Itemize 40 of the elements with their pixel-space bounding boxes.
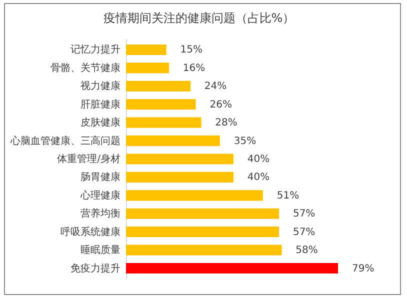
bar [126,80,190,92]
data-label: 16% [182,62,206,74]
data-label: 57% [292,208,316,220]
y-tick-label: 心理健康 [80,189,120,202]
y-tick-label: 视力健康 [80,80,120,92]
data-label: 28% [215,118,238,129]
data-label: 24% [204,81,227,92]
y-tick-label: 骨骼、关节健康 [50,62,120,74]
y-tick-label: 营养均衡 [80,208,120,220]
data-label: 51% [276,190,300,202]
bar [126,136,220,146]
bar [126,262,338,274]
y-tick-label: 皮肤健康 [80,116,120,129]
bar [126,226,279,238]
data-label: 26% [210,99,232,110]
bar [126,208,279,219]
bar [126,172,234,182]
bar [126,117,202,128]
bar [126,154,234,164]
y-tick-label: 肠胃健康 [80,171,120,184]
bar [126,190,263,201]
data-label: 40% [247,172,270,184]
data-label: 57% [292,226,316,238]
data-label: 35% [234,136,256,147]
y-tick-label: 记忆力提升 [70,44,120,56]
bar [126,99,196,110]
y-tick-label: 心脑血管健康、三高问题 [10,134,120,147]
bar [126,62,169,74]
y-tick-label: 睡眠质量 [80,244,120,256]
chart-title: 疫情期间关注的健康问题（占比%） [103,11,295,25]
data-label: 40% [247,154,270,165]
bar [126,244,282,256]
y-tick-label: 体重管理/身材 [57,153,120,165]
data-label: 58% [296,245,318,256]
y-tick-label: 呼吸系统健康 [60,226,120,238]
data-label: 79% [352,263,374,274]
y-tick-label: 肝脏健康 [80,98,120,110]
data-label: 15% [180,44,202,56]
bar [126,44,166,56]
y-tick-label: 免疫力提升 [70,262,120,274]
